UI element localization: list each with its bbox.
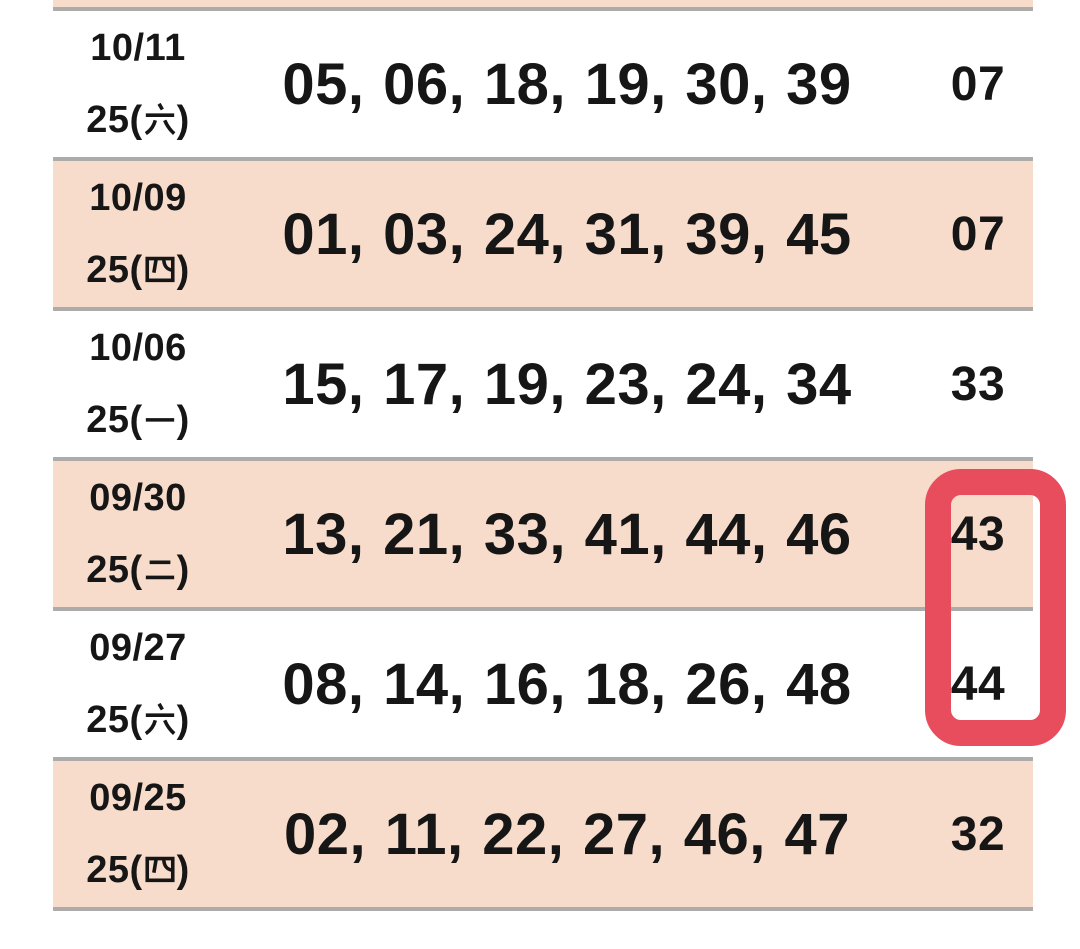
draw-date-cell: 09/27 25() [53,611,223,757]
draw-date-line2: 25() [86,99,190,141]
weekday-glyph-二 [145,560,174,580]
weekday-glyph-一 [145,418,174,422]
draw-date-line1: 10/11 [90,27,186,69]
table-row: 10/11 25() 05, 06, 18, 19, 30, 39 07 [53,11,1033,161]
draw-date-cell: 09/30 25() [53,461,223,607]
special-number: 07 [950,57,1006,111]
draw-date-line1: 10/09 [89,177,187,219]
draw-date-cell: 10/09 25() [53,161,223,307]
winning-numbers: 15, 17, 19, 23, 24, 34 [282,351,852,417]
special-number: 43 [950,507,1006,561]
weekday-glyph-四 [145,856,175,883]
winning-numbers: 05, 06, 18, 19, 30, 39 [282,51,852,117]
weekday-glyph-六 [144,702,176,735]
table-row: 10/06 25() 15, 17, 19, 23, 24, 34 33 [53,311,1033,461]
draw-date-line2: 25() [86,849,190,891]
special-number: 32 [950,807,1006,861]
draw-date-line1: 09/27 [89,627,187,669]
draw-date-line1: 09/25 [89,777,187,819]
table-row: 09/27 25() 08, 14, 16, 18, 26, 48 44 [53,611,1033,761]
special-number: 44 [950,657,1006,711]
table-row-remnant [53,0,1033,11]
draw-date-cell: 10/11 25() [53,11,223,157]
winning-numbers: 13, 21, 33, 41, 44, 46 [282,501,852,567]
weekday-glyph-六 [144,102,176,135]
table-row-partial: 09/20 [53,911,1033,949]
winning-numbers [223,911,923,949]
special-number: 07 [950,207,1006,261]
draw-date-line2: 25() [86,699,190,741]
winning-numbers: 01, 03, 24, 31, 39, 45 [282,201,852,267]
special-number: 33 [950,357,1006,411]
table-row: 09/30 25() 13, 21, 33, 41, 44, 46 43 [53,461,1033,611]
draw-date-line1: 10/06 [89,327,187,369]
winning-numbers: 08, 14, 16, 18, 26, 48 [282,651,852,717]
draw-date-cell: 09/20 [53,911,223,949]
special-number [923,911,1033,949]
winning-numbers: 02, 11, 22, 27, 46, 47 [283,801,851,867]
results-table: 10/11 25() 05, 06, 18, 19, 30, 39 07 10/… [53,0,1033,949]
draw-date-line2: 25() [86,549,190,591]
draw-date-line2: 25() [86,399,190,441]
draw-date-line1: 09/30 [89,477,187,519]
draw-date-cell: 10/06 25() [53,311,223,457]
table-row: 09/25 25() 02, 11, 22, 27, 46, 47 32 [53,761,1033,911]
draw-date-cell: 09/25 25() [53,761,223,907]
table-row: 10/09 25() 01, 03, 24, 31, 39, 45 07 [53,161,1033,311]
weekday-glyph-四 [145,256,175,283]
draw-date-line2: 25() [86,249,190,291]
